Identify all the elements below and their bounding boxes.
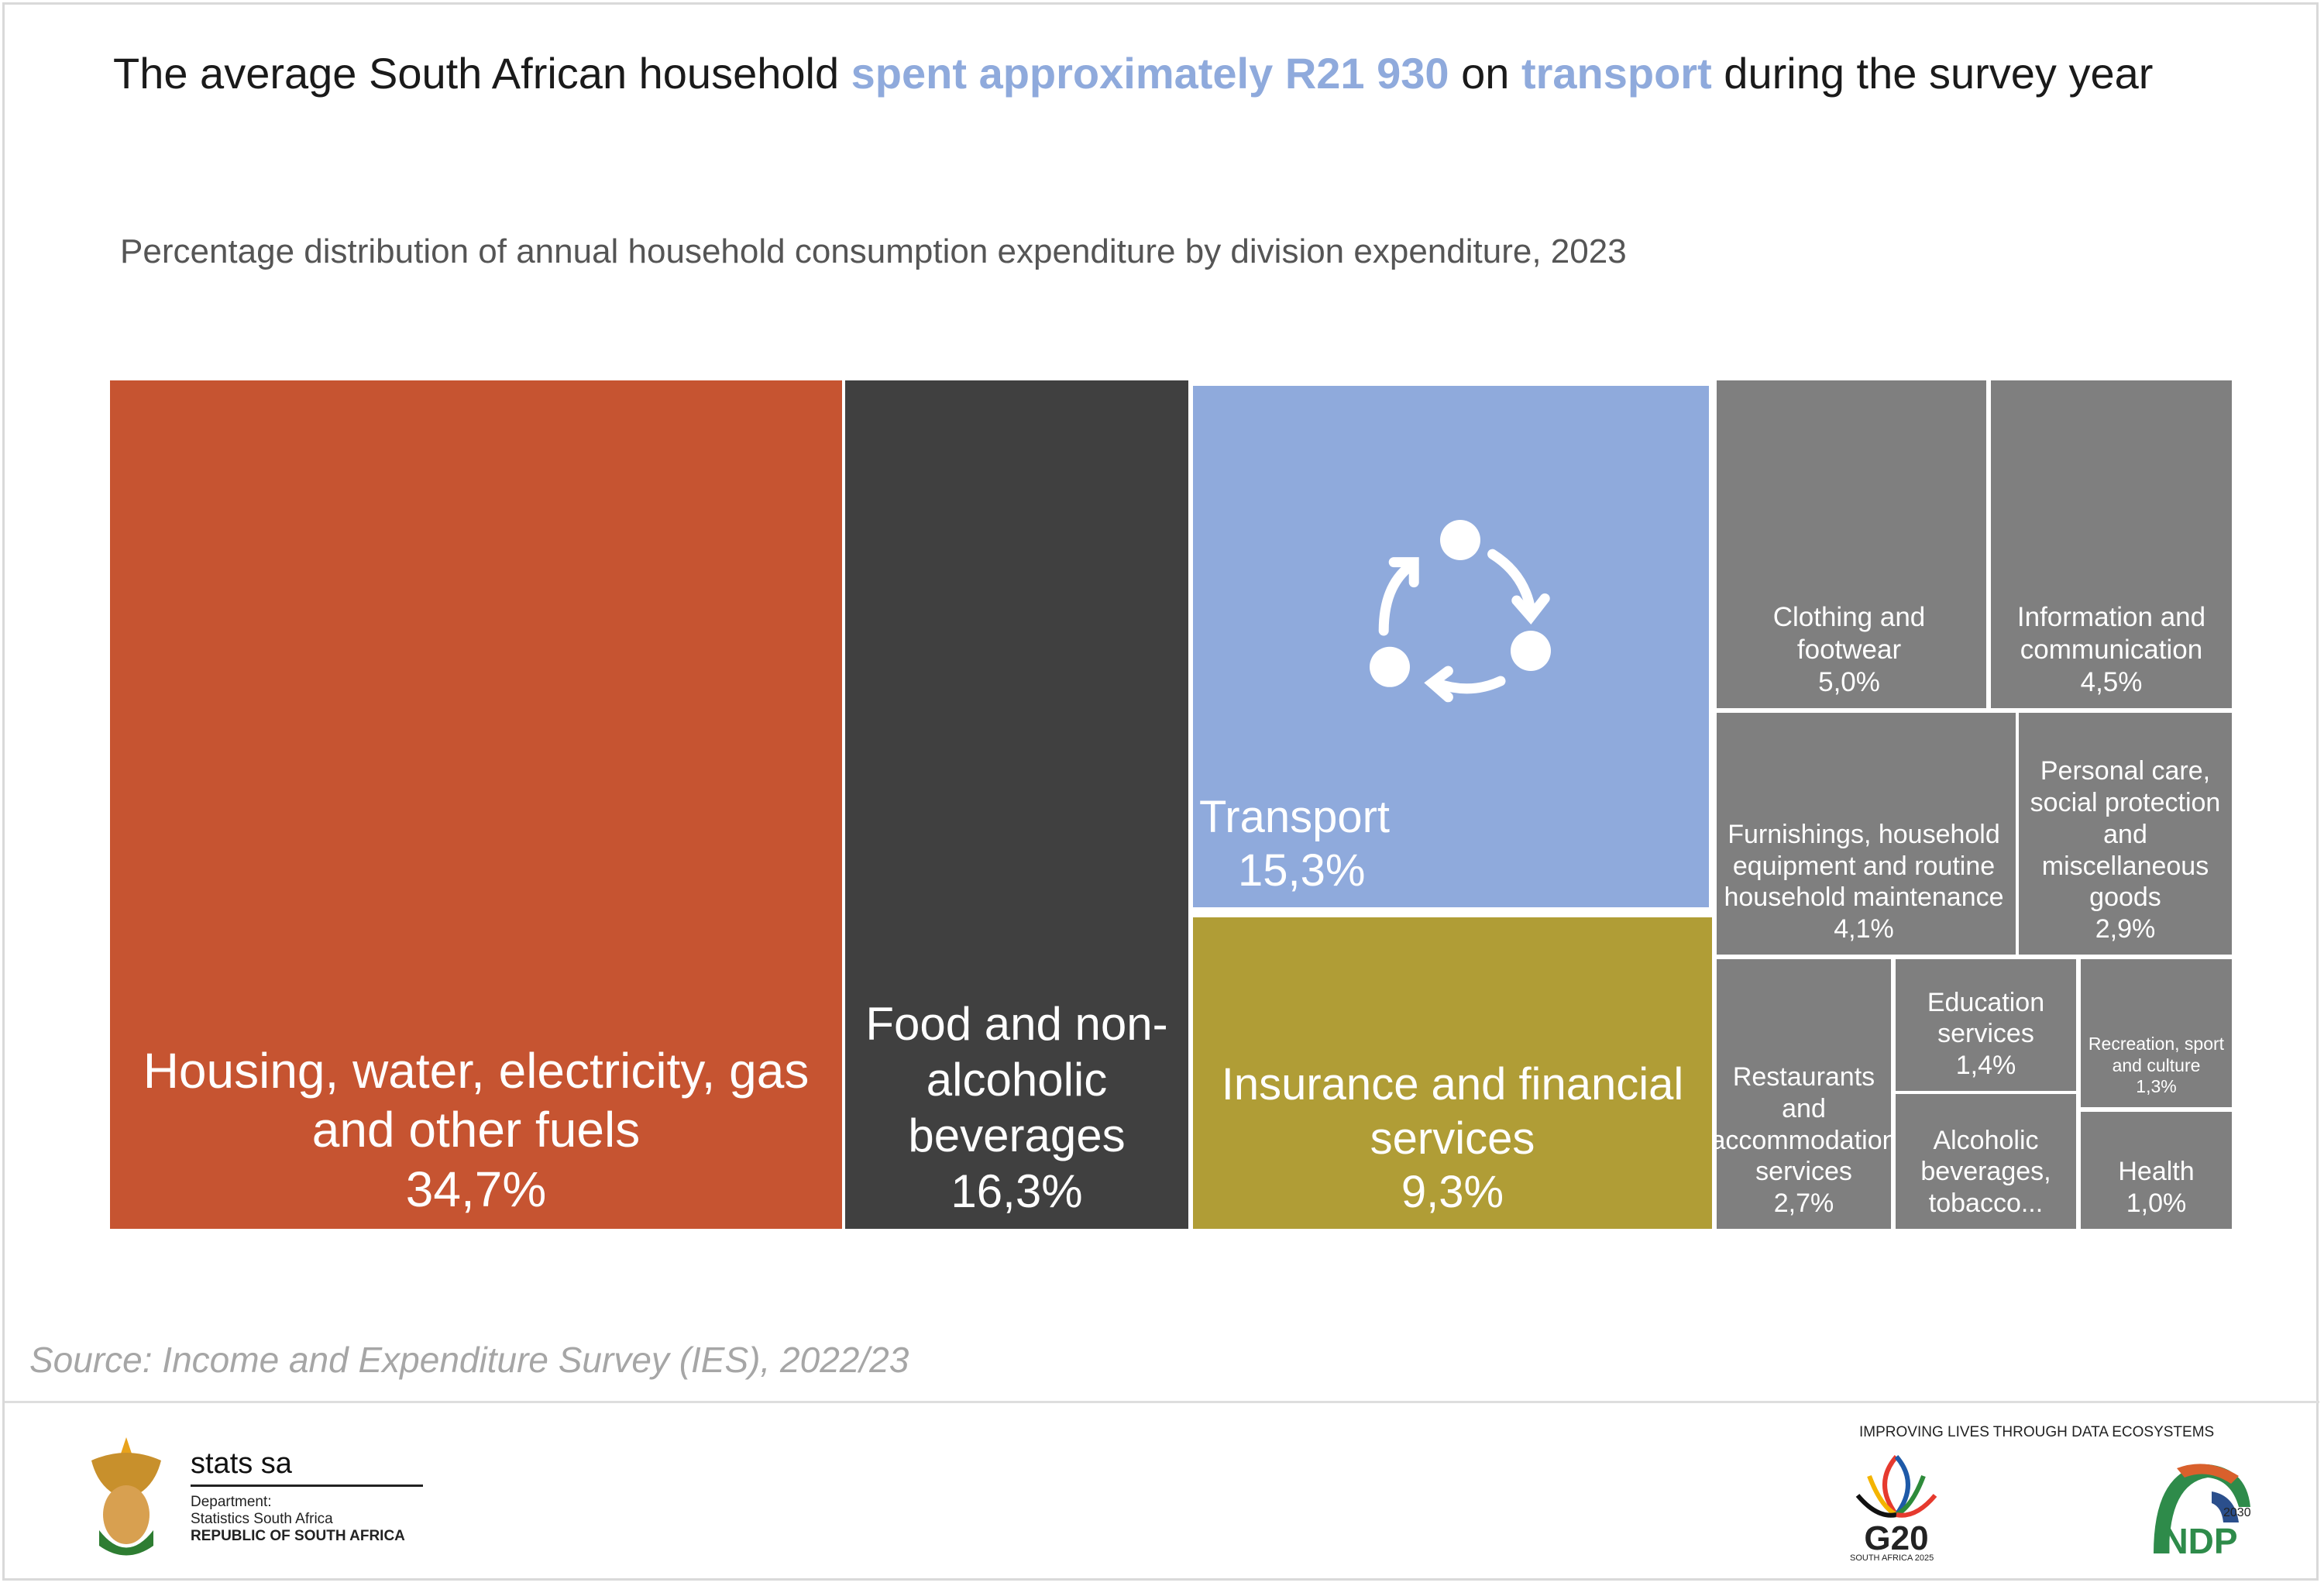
tile-label: Food and non-alcoholic beverages (865, 998, 1168, 1161)
treemap-tile-furnishings: Furnishings, household equipment and rou… (1717, 713, 2016, 955)
tile-value: 4,1% (1834, 914, 1894, 944)
tile-label: Housing, water, electricity, gas and oth… (143, 1042, 810, 1158)
tile-value: 15,3% (1238, 845, 1366, 896)
headline: The average South African household spen… (113, 48, 2305, 98)
treemap-tile-transport: Transport 15,3% (1190, 383, 1712, 910)
coat-of-arms-logo (91, 1437, 161, 1556)
tile-label: Personal care, social protection and mis… (2030, 756, 2221, 913)
g20-subtext: SOUTH AFRICA 2025 (1850, 1553, 1934, 1563)
stats-sa-name: stats sa (191, 1447, 292, 1480)
g20-logo: G20 (1855, 1455, 1937, 1553)
treemap-tile-food: Food and non-alcoholic beverages 16,3% (845, 380, 1188, 1229)
tile-label: Clothing and footwear (1772, 602, 1926, 665)
headline-part: on (1449, 49, 1521, 98)
tile-label: Insurance and financial services (1221, 1059, 1684, 1164)
tile-value: 2,7% (1773, 1189, 1834, 1219)
tile-value: 9,3% (1401, 1167, 1504, 1218)
treemap-tile-clothing: Clothing and footwear 5,0% (1717, 380, 1986, 708)
tile-label: Restaurants and accommodation services (1717, 1062, 1891, 1187)
dept-country: REPUBLIC OF SOUTH AFRICA (191, 1527, 405, 1544)
dept-name: Statistics South Africa (191, 1510, 333, 1527)
treemap-tile-alcoholic: Alcoholic beverages, tobacco... (1896, 1094, 2076, 1229)
ndp-2030-logo: 2030 NDP (2154, 1464, 2251, 1557)
treemap-tile-housing: Housing, water, electricity, gas and oth… (110, 380, 842, 1229)
source-note: Source: Income and Expenditure Survey (I… (29, 1340, 909, 1380)
tile-label: Health (2118, 1157, 2195, 1187)
g20-logo-text: G20 (1864, 1519, 1928, 1553)
headline-highlight-amount: spent approximately R21 930 (851, 49, 1449, 98)
treemap-tile-restaurants: Restaurants and accommodation services 2,… (1717, 959, 1891, 1229)
tile-label: Education services (1927, 987, 2045, 1049)
tagline: IMPROVING LIVES THROUGH DATA ECOSYSTEMS (1859, 1424, 2215, 1440)
treemap-tile-health: Health 1,0% (2081, 1112, 2232, 1229)
tile-value: 1,4% (1955, 1051, 2016, 1081)
tile-label: Recreation, sport and culture (2088, 1034, 2225, 1075)
treemap-tile-personal-care: Personal care, social protection and mis… (2019, 713, 2232, 955)
headline-part: during the survey year (1711, 49, 2154, 98)
treemap-tile-insurance: Insurance and financial services 9,3% (1193, 917, 1712, 1229)
tile-value: 34,7% (405, 1161, 547, 1218)
dept-label: Department: (191, 1494, 272, 1510)
stats-sa-rule (191, 1485, 423, 1487)
tile-value: 4,5% (2080, 667, 2143, 697)
tile-label: Information and communication (2016, 602, 2206, 665)
department-block: Department: Statistics South Africa REPU… (191, 1494, 405, 1545)
ndp-text: NDP (2162, 1521, 2237, 1557)
footer-divider (5, 1401, 2319, 1403)
cycle-icon (1370, 520, 1551, 703)
treemap-tile-education: Education services 1,4% (1896, 959, 2076, 1091)
chart-subtitle: Percentage distribution of annual househ… (120, 232, 1627, 270)
tile-value: 5,0% (1818, 667, 1880, 697)
tile-value: 1,3% (2136, 1076, 2177, 1097)
treemap-tile-recreation: Recreation, sport and culture 1,3% (2081, 959, 2232, 1107)
treemap-tile-information: Information and communication 4,5% (1991, 380, 2232, 708)
headline-part: The average South African household (113, 49, 851, 98)
tile-label: Transport (1199, 791, 1391, 842)
tile-value: 1,0% (2126, 1189, 2187, 1219)
tile-value: 2,9% (2095, 914, 2156, 944)
headline-highlight-transport: transport (1521, 49, 1712, 98)
tile-value: 16,3% (951, 1165, 1083, 1217)
tile-label: Alcoholic beverages, tobacco... (1920, 1125, 2051, 1219)
tile-label: Furnishings, household equipment and rou… (1724, 819, 2004, 913)
ndp-year: 2030 (2223, 1506, 2251, 1519)
